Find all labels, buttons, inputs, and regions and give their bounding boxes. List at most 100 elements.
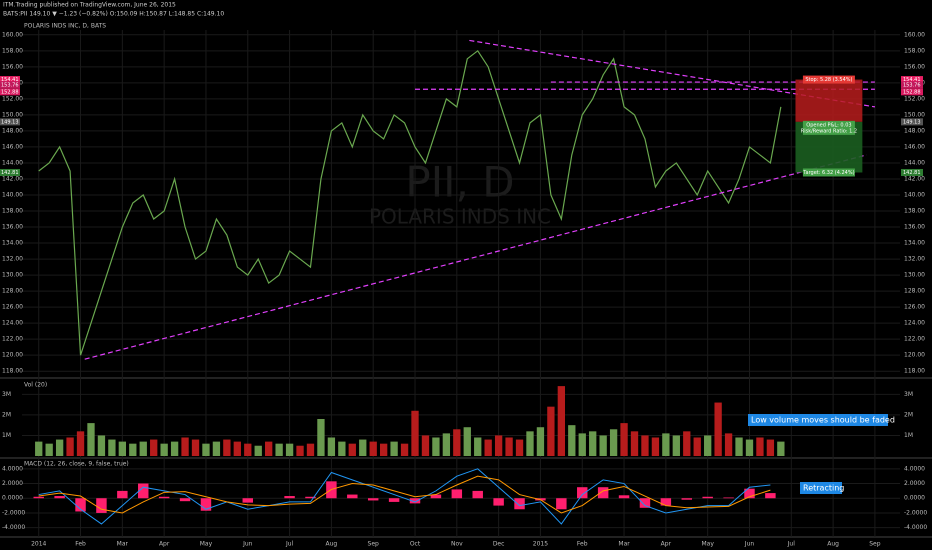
x-tick-label: May xyxy=(200,541,213,548)
y-tick-label: 4.0000 xyxy=(2,465,23,472)
y-tick-label: 138.00 xyxy=(904,208,925,215)
y-tick-label: -2.0000 xyxy=(904,509,927,516)
y-tick-label: 120.00 xyxy=(904,352,925,359)
y-tick-label: 140.00 xyxy=(2,191,23,198)
y-tick-label: 156.00 xyxy=(904,63,925,70)
trendline xyxy=(84,154,867,360)
price-tag xyxy=(901,76,923,84)
label-box xyxy=(802,168,855,177)
price-tag xyxy=(901,81,923,89)
volume-bar xyxy=(306,443,315,456)
histogram-bar xyxy=(639,498,651,508)
volume-bar xyxy=(118,441,127,456)
histogram-bar xyxy=(242,498,253,503)
volume-bar xyxy=(484,439,492,456)
volume-bar xyxy=(379,443,388,456)
histogram-bar xyxy=(430,494,442,499)
histogram-bar xyxy=(96,498,107,513)
volume-bar xyxy=(348,443,356,456)
histogram-bar xyxy=(556,498,567,510)
x-tick-label: Apr xyxy=(159,541,170,548)
volume-bar xyxy=(526,431,534,456)
y-tick-label: -4.0000 xyxy=(2,524,25,531)
y-tick-label: 138.00 xyxy=(2,208,23,215)
y-tick-label: 1M xyxy=(2,432,11,439)
price-tag-label: 149.13 xyxy=(1,119,19,125)
volume-bar xyxy=(244,443,252,456)
x-tick-label: May xyxy=(701,541,714,548)
volume-bar xyxy=(66,437,74,456)
y-tick-label: 128.00 xyxy=(2,288,23,295)
volume-bar xyxy=(557,386,566,456)
x-tick-label: Feb xyxy=(75,541,86,548)
y-tick-label: 156.00 xyxy=(2,63,23,70)
x-tick-label: Apr xyxy=(661,541,672,548)
histogram-bar xyxy=(33,496,44,499)
histogram-bar xyxy=(577,487,588,499)
y-tick-label: 144.00 xyxy=(2,159,23,166)
volume-bar xyxy=(233,441,241,456)
annotation-box xyxy=(800,482,842,494)
histogram-bar xyxy=(765,493,776,499)
pnl-label: Opened P&L: 0.03 xyxy=(806,122,851,128)
price-tag-label: 152.88 xyxy=(1,89,19,95)
x-tick-label: Aug xyxy=(827,541,839,548)
volume-bar xyxy=(411,410,419,456)
histogram-bar xyxy=(117,490,128,499)
y-tick-label: 118.00 xyxy=(2,368,23,375)
volume-bar xyxy=(87,423,95,456)
histogram-bar xyxy=(388,498,400,502)
x-tick-label: Sep xyxy=(869,541,881,548)
volume-bar xyxy=(745,439,754,456)
histogram-bar xyxy=(200,498,212,511)
y-tick-label: 3M xyxy=(2,391,11,398)
volume-bar xyxy=(704,435,712,456)
volume-bar xyxy=(202,443,210,456)
x-tick-label: Jun xyxy=(744,541,755,548)
volume-bar xyxy=(662,433,670,456)
y-tick-label: 120.00 xyxy=(2,352,23,359)
volume-bar xyxy=(766,439,775,456)
volume-bar xyxy=(275,443,283,456)
volume-bar xyxy=(296,445,304,456)
volume-bar xyxy=(327,437,336,456)
x-tick-label: Feb xyxy=(577,541,588,548)
volume-bar xyxy=(390,441,398,456)
label-box xyxy=(802,120,855,135)
histogram-bar xyxy=(493,498,504,506)
y-tick-label: 124.00 xyxy=(2,320,23,327)
y-tick-label: 128.00 xyxy=(904,288,925,295)
volume-bar xyxy=(191,439,200,456)
y-tick-label: 152.00 xyxy=(2,95,23,102)
volume-bar xyxy=(181,437,189,456)
y-tick-label: -2.0000 xyxy=(2,509,25,516)
y-tick-label: 124.00 xyxy=(904,320,925,327)
y-tick-label: 2.0000 xyxy=(904,480,925,487)
volume-bar xyxy=(463,427,471,456)
volume-bar xyxy=(672,435,680,456)
y-tick-label: 148.00 xyxy=(904,127,925,134)
volume-bar xyxy=(76,431,85,456)
y-tick-label: 134.00 xyxy=(904,240,925,247)
volume-bar xyxy=(97,435,106,456)
volume-bar xyxy=(317,419,325,456)
volume-bar xyxy=(170,441,179,456)
histogram-bar xyxy=(744,488,755,499)
y-tick-label: 130.00 xyxy=(904,272,925,279)
histogram-bar xyxy=(514,498,525,510)
x-tick-label: Aug xyxy=(326,541,338,548)
annotation-box xyxy=(748,414,888,426)
y-tick-label: 144.00 xyxy=(904,159,925,166)
y-tick-label: 134.00 xyxy=(2,240,23,247)
y-tick-label: 118.00 xyxy=(904,368,925,375)
histogram-bar xyxy=(409,498,421,504)
y-tick-label: 130.00 xyxy=(2,272,23,279)
publisher: ITM.Trading published on TradingView.com… xyxy=(3,2,176,9)
histogram-bar xyxy=(723,497,734,499)
x-tick-label: 2014 xyxy=(31,541,46,548)
histogram-bar xyxy=(347,494,358,499)
volume-bar xyxy=(212,441,221,456)
volume-bar xyxy=(683,431,691,456)
